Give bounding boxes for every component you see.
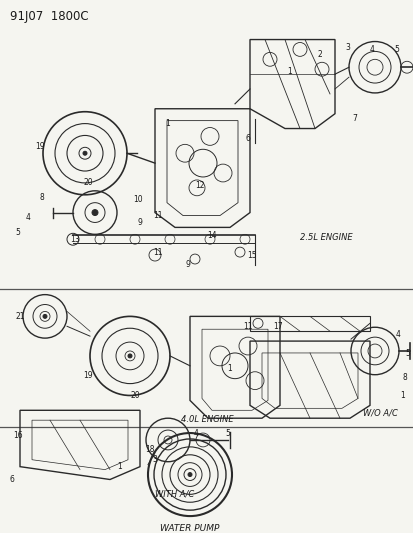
Text: 5: 5 — [394, 45, 399, 54]
Text: 11: 11 — [153, 211, 162, 220]
Circle shape — [83, 151, 87, 155]
Text: WITH A/C: WITH A/C — [155, 490, 194, 499]
Text: 15: 15 — [247, 251, 256, 260]
Text: 5: 5 — [16, 228, 20, 237]
Text: 2.5L ENGINE: 2.5L ENGINE — [299, 233, 352, 242]
Text: 4: 4 — [193, 429, 198, 438]
Text: 3: 3 — [152, 455, 157, 464]
Text: 8: 8 — [40, 193, 44, 202]
Circle shape — [92, 209, 98, 215]
Text: 6: 6 — [245, 134, 250, 143]
Text: 14: 14 — [206, 231, 216, 240]
Text: 20: 20 — [83, 179, 93, 188]
Text: WATER PUMP: WATER PUMP — [160, 524, 219, 533]
Text: 2: 2 — [317, 50, 322, 59]
Text: 11: 11 — [243, 322, 252, 331]
Text: 10: 10 — [133, 195, 142, 204]
Text: 17: 17 — [273, 322, 282, 331]
Circle shape — [128, 354, 132, 358]
Text: 9: 9 — [137, 218, 142, 227]
Text: 21: 21 — [15, 312, 25, 321]
Text: 4: 4 — [369, 45, 373, 54]
Text: 1: 1 — [117, 462, 122, 471]
Circle shape — [43, 314, 47, 318]
Text: 91J07  1800C: 91J07 1800C — [10, 10, 88, 23]
Text: 5: 5 — [405, 350, 409, 359]
Text: 13: 13 — [70, 235, 80, 244]
Text: 11: 11 — [153, 248, 162, 256]
Text: 19: 19 — [83, 371, 93, 380]
Text: 4: 4 — [394, 330, 399, 338]
Text: 1: 1 — [287, 67, 292, 76]
Text: 8: 8 — [402, 373, 406, 382]
Text: 6: 6 — [9, 475, 14, 484]
Text: 1: 1 — [400, 391, 404, 400]
Text: 1: 1 — [227, 364, 232, 373]
Text: 7: 7 — [352, 114, 356, 123]
Text: 12: 12 — [195, 181, 204, 190]
Text: 1: 1 — [165, 119, 170, 128]
Text: 20: 20 — [130, 391, 140, 400]
Text: 4: 4 — [26, 213, 31, 222]
Text: 19: 19 — [35, 142, 45, 151]
Text: 9: 9 — [185, 261, 190, 270]
Text: 16: 16 — [13, 431, 23, 440]
Circle shape — [188, 473, 192, 477]
Text: 5: 5 — [225, 429, 230, 438]
Text: 4.0L ENGINE: 4.0L ENGINE — [180, 415, 233, 424]
Text: 18: 18 — [145, 446, 154, 454]
Text: 3: 3 — [345, 43, 349, 52]
Text: W/O A/C: W/O A/C — [362, 409, 396, 418]
